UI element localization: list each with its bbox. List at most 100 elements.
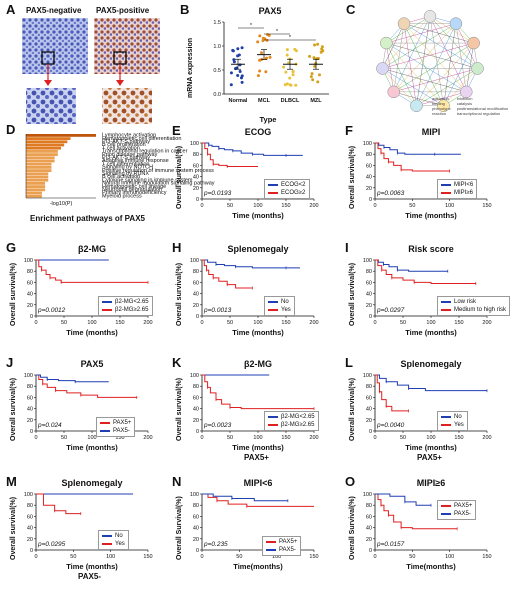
enrichment-term: T cell activation — [102, 145, 140, 151]
km-x-tick: 100 — [253, 203, 262, 209]
km-x-tick: 150 — [281, 320, 290, 326]
network-node — [467, 36, 480, 50]
km-x-tick: 50 — [227, 435, 233, 441]
network-legend-item: reaction — [432, 111, 447, 116]
km-x-tick: 150 — [482, 203, 491, 209]
km-title-k: β2-MG — [244, 359, 272, 369]
mrna-point — [285, 48, 289, 52]
mrna-xlabel: Type — [259, 115, 277, 124]
legend-swatch — [441, 513, 451, 515]
km-y-tick: 20 — [366, 537, 372, 543]
enrichment-bar — [26, 156, 55, 160]
km-x-tick: 0 — [373, 203, 376, 209]
network-edge — [416, 68, 478, 106]
km-y-tick: 40 — [193, 407, 199, 413]
panel-label-k: K — [172, 355, 182, 370]
network-node — [410, 99, 423, 113]
km-x-tick: 100 — [272, 554, 281, 560]
network-legend-item: catalysis — [456, 101, 473, 106]
km-x-tick: 100 — [253, 320, 262, 326]
km-legend-label: Low risk — [454, 299, 477, 305]
km-legend-label: Yes — [454, 422, 464, 428]
network-edge — [403, 23, 467, 93]
ihc-images — [22, 18, 160, 124]
km-pvalue: p=0.0040 — [377, 422, 405, 429]
enrichment-term: Prion disease pathway — [102, 152, 158, 158]
km-x-tick: 100 — [426, 435, 435, 441]
mrna-category-label: DLBCL — [281, 98, 300, 104]
enrichment-term: Neutrophil degranulation — [102, 187, 162, 193]
km-plot-j: 0 20 40 60 80 100 0 50 100 150 200 — [24, 373, 153, 441]
km-legend-item: β2-MG<2.65 — [268, 413, 315, 421]
mrna-point — [284, 70, 288, 74]
km-ylabel: Overall survival(%) — [176, 377, 183, 441]
km-legend-item: Medium to high risk — [441, 306, 506, 314]
network-edge — [429, 16, 478, 69]
km-curve — [202, 259, 253, 289]
km-curve — [375, 374, 409, 412]
network-edge — [429, 16, 474, 44]
mrna-point — [287, 61, 291, 65]
km-y-tick: 0 — [196, 314, 199, 320]
network-edge — [429, 16, 444, 106]
km-y-tick: 100 — [363, 258, 372, 264]
mrna-point — [282, 65, 286, 69]
enrichment-term: Hematopoietic cell lineage — [102, 184, 166, 190]
km-y-tick: 80 — [193, 384, 199, 390]
mrna-y-tick: 1.5 — [213, 20, 221, 26]
network-edge — [382, 42, 474, 69]
km-legend-item: Low risk — [441, 298, 506, 306]
km-x-tick: 50 — [227, 203, 233, 209]
network-legend: activation binding phenotype reaction in… — [432, 96, 508, 116]
km-curve — [375, 259, 448, 272]
enrichment-bar — [26, 185, 46, 188]
km-x-tick: 0 — [34, 320, 37, 326]
significance-star: * — [289, 35, 292, 41]
legend-swatch — [266, 549, 276, 551]
km-y-tick: 80 — [366, 152, 372, 158]
mrna-point — [236, 47, 240, 51]
km-legend-item: No — [102, 532, 125, 540]
km-legend-item: β2-MG≥2.65 — [102, 306, 149, 314]
mrna-point — [311, 78, 315, 82]
mrna-point — [266, 33, 270, 37]
km-y-tick: 0 — [196, 548, 199, 554]
mrna-point — [258, 34, 262, 38]
km-y-tick: 80 — [193, 152, 199, 158]
enrichment-bar-chart: Lymphocyte activation Hematopoietic cell … — [25, 133, 215, 207]
mrna-point — [261, 39, 265, 43]
enrichment-axis-label: -log10(P) — [50, 201, 73, 207]
network-node — [449, 17, 463, 30]
significance-star: * — [276, 29, 279, 35]
enrichment-term: Lymphocyte activation — [102, 133, 156, 139]
panel-label-d: D — [6, 122, 16, 137]
enrichment-bar — [26, 172, 49, 176]
enrichment-term: Adaptive immune response — [102, 158, 169, 164]
km-x-tick: 150 — [454, 320, 463, 326]
km-legend-label: β2-MG≥2.65 — [115, 307, 149, 313]
km-title-f: MIPI — [421, 127, 441, 137]
km-title-e: ECOG — [244, 127, 272, 137]
km-y-tick: 20 — [27, 418, 33, 424]
km-legend-label: ECOG≥2 — [281, 190, 306, 196]
km-y-tick: 40 — [27, 407, 33, 413]
km-y-tick: 40 — [193, 175, 199, 181]
network-edge — [443, 42, 474, 106]
km-legend-item: PAX5- — [441, 510, 472, 518]
mrna-y-tick: 0.0 — [213, 92, 221, 98]
network-legend-item: inhibition — [456, 96, 473, 101]
mrna-category-label: Normal — [229, 98, 248, 104]
panel-label-l: L — [345, 355, 353, 370]
km-xlabel: Time(months) — [406, 562, 456, 571]
mrna-point — [268, 55, 272, 59]
enrichment-bar — [26, 140, 68, 144]
panel-label-c: C — [346, 2, 356, 17]
km-legend: MIPI<6 MIPI≥6 — [437, 179, 478, 199]
km-y-tick: 20 — [27, 537, 33, 543]
legend-swatch — [268, 416, 278, 418]
km-x-tick: 0 — [34, 554, 37, 560]
km-y-tick: 20 — [366, 186, 372, 192]
legend-swatch — [266, 541, 276, 543]
km-pvalue: p=0.0013 — [204, 307, 232, 314]
km-x-tick: 0 — [373, 320, 376, 326]
